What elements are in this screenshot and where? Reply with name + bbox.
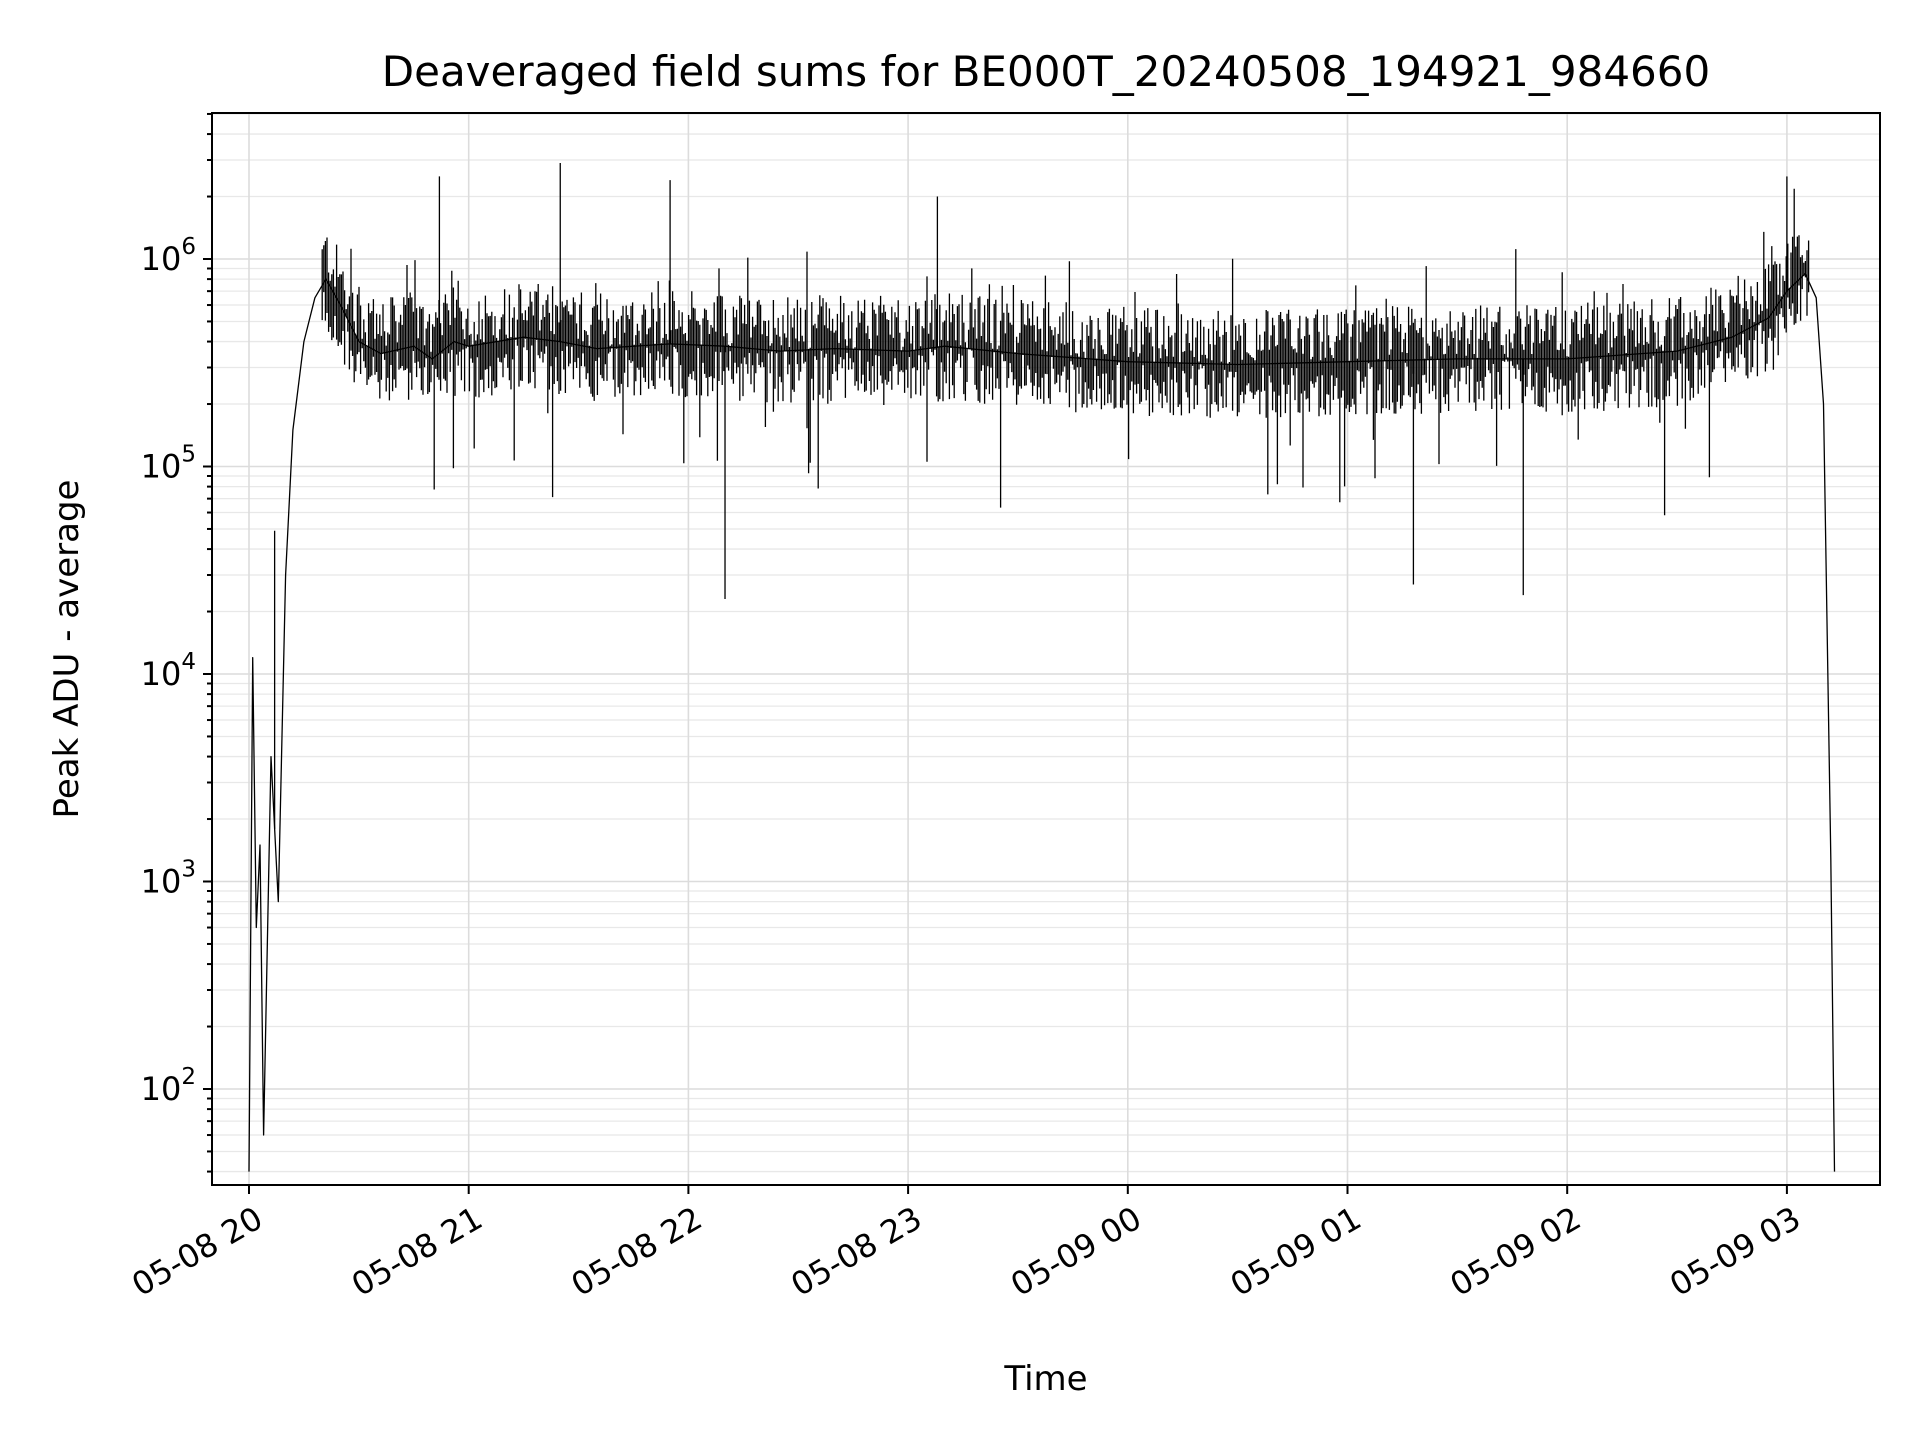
y-axis-label: Peak ADU - average [47,480,87,819]
y-tick-label: 102 [141,1064,196,1108]
y-tick-base: 10 [141,1070,182,1108]
series-noise [321,188,1810,516]
plot-frame [211,112,1881,1186]
y-tick-exponent: 3 [181,857,196,883]
y-tick-base: 10 [141,655,182,693]
y-tick-exponent: 2 [181,1064,196,1090]
y-tick-base: 10 [141,448,182,486]
grid [212,113,1880,1185]
plot-area [212,113,1880,1185]
y-tick-exponent: 6 [181,234,196,260]
y-tick-label: 106 [141,234,196,278]
chart-title: Deaveraged field sums for BE000T_2024050… [382,47,1710,96]
y-tick-exponent: 4 [181,649,196,675]
y-tick-label: 103 [141,857,196,901]
y-tick-base: 10 [141,863,182,901]
series-layer [248,163,1836,1172]
y-tick-base: 10 [141,240,182,278]
y-tick-label: 105 [141,442,196,486]
y-tick-exponent: 5 [181,442,196,468]
y-tick-label: 104 [141,649,196,693]
x-axis-label: Time [1003,1359,1087,1399]
